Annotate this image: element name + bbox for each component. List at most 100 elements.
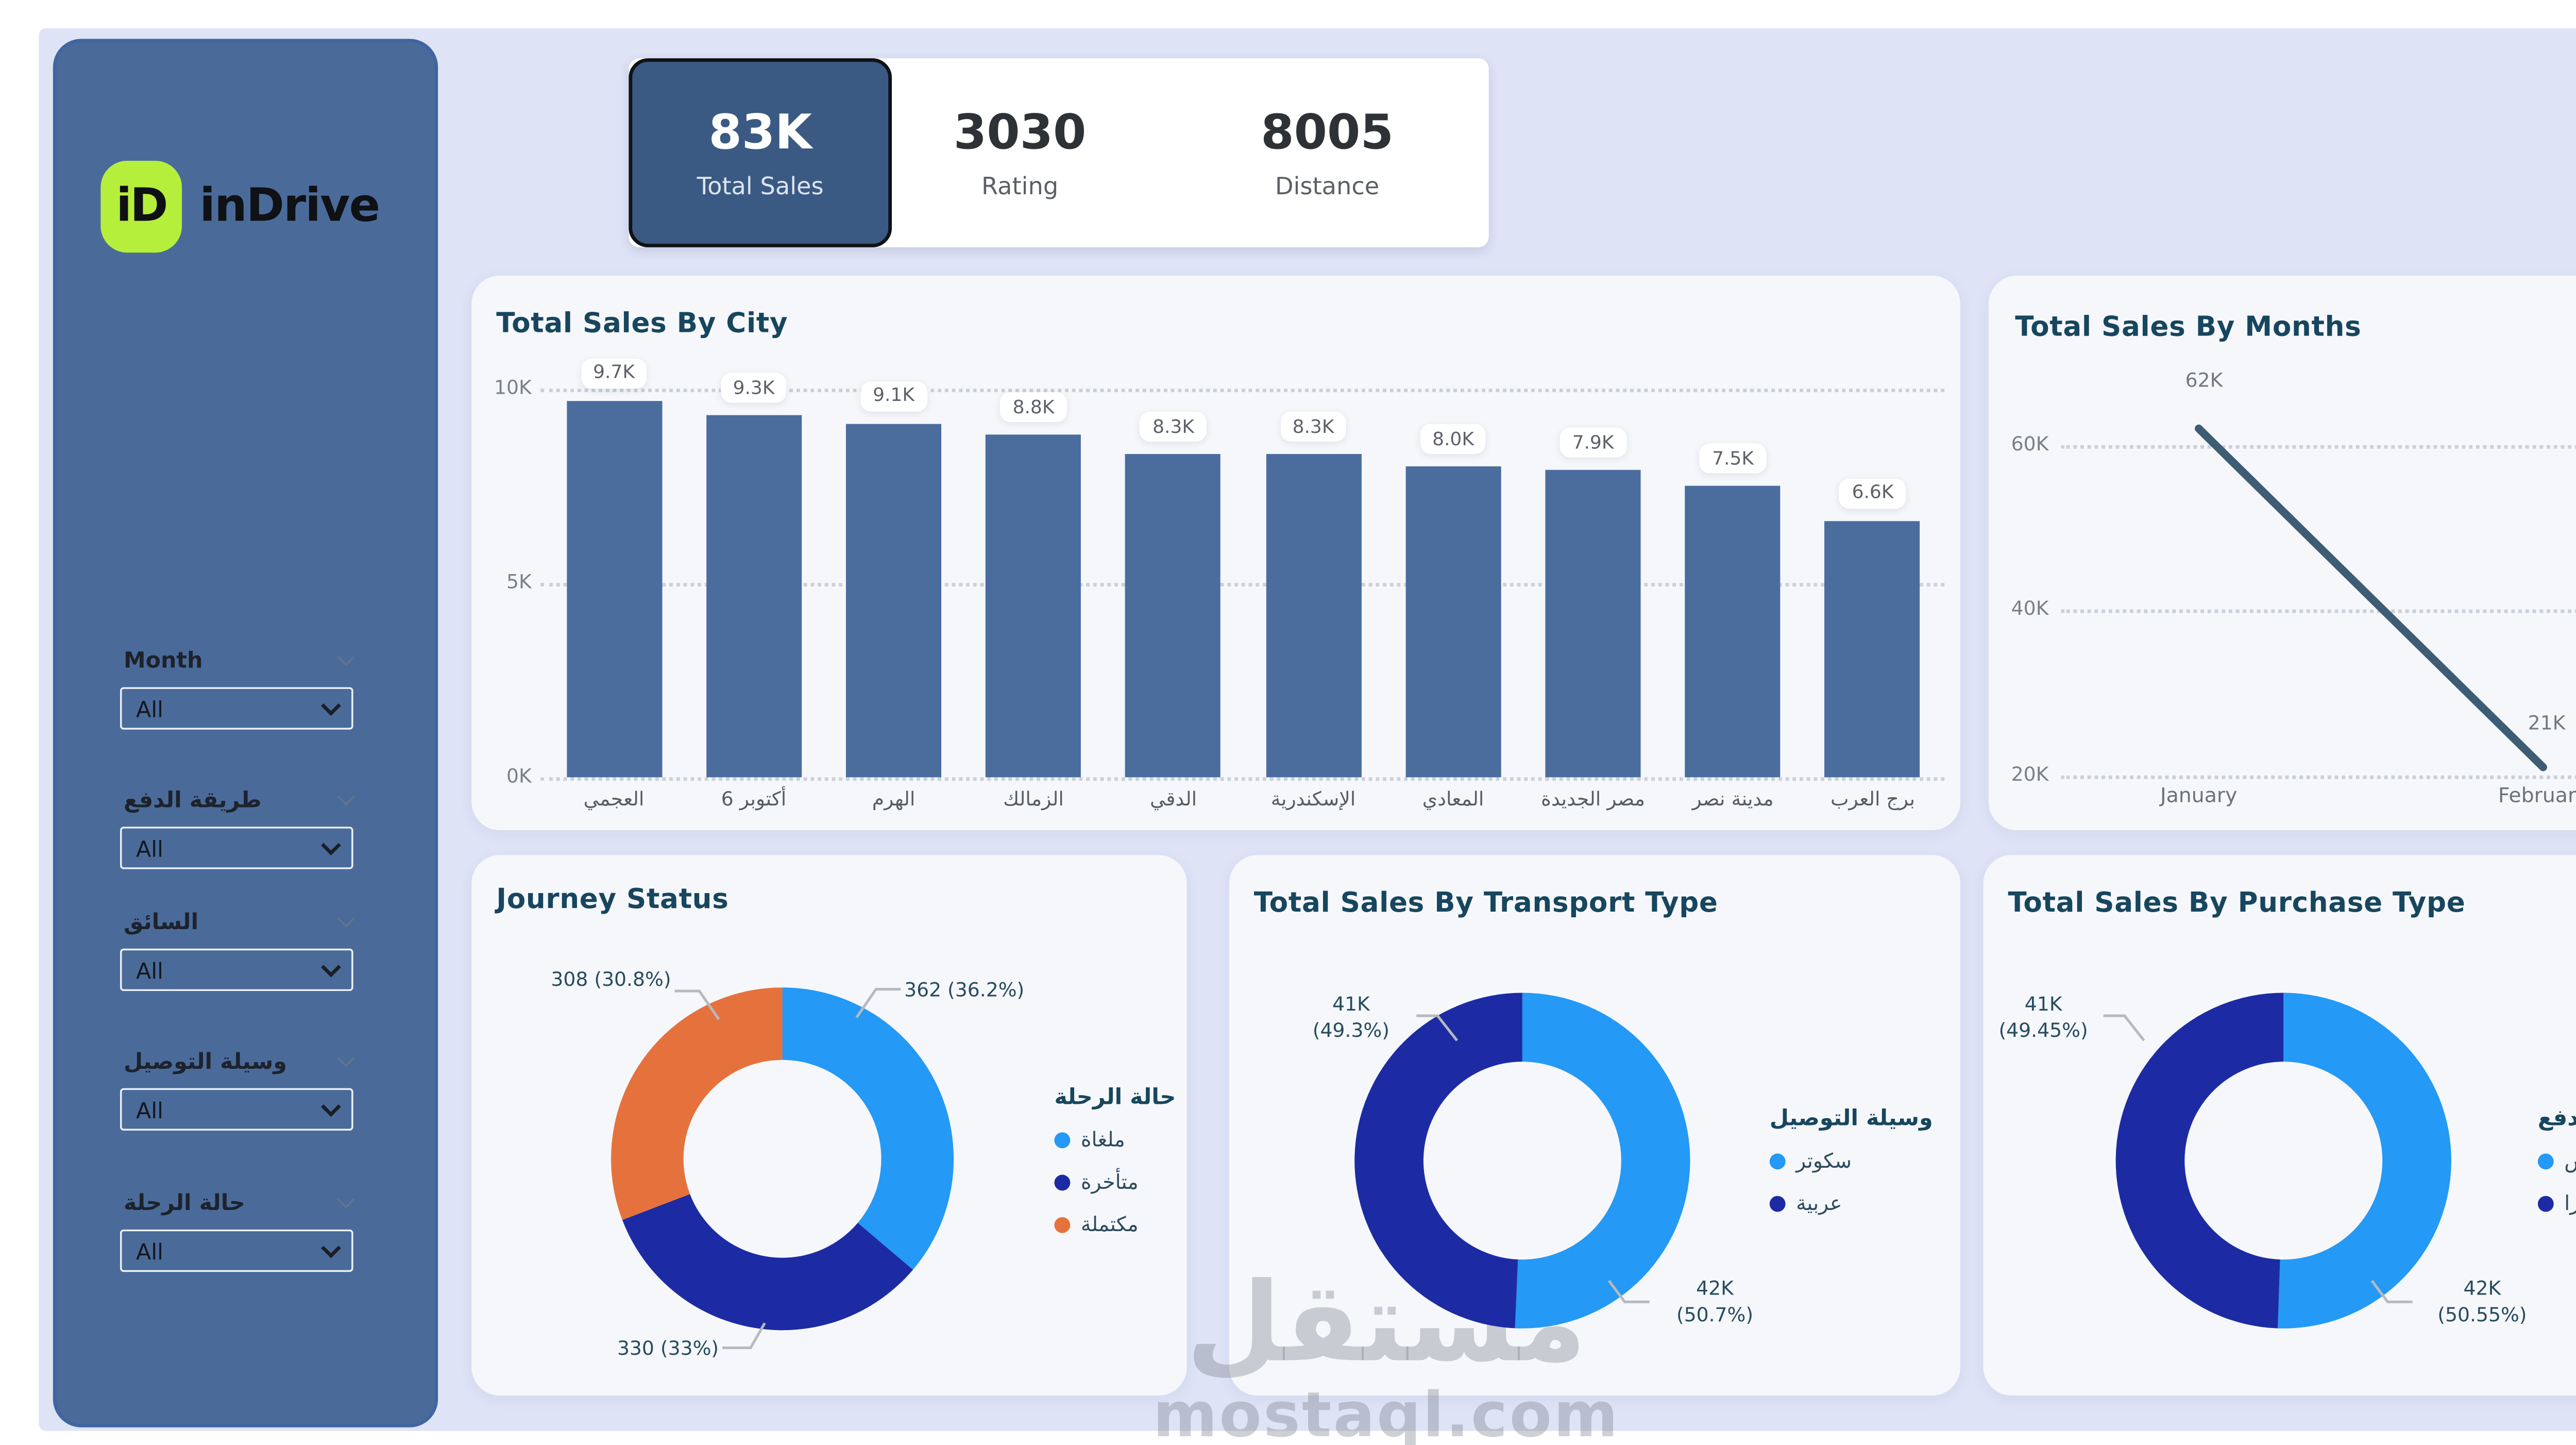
sales-trend-line[interactable] — [2195, 424, 2547, 771]
chevron-down-icon[interactable] — [337, 1049, 355, 1067]
chevron-down-icon[interactable] — [337, 910, 355, 928]
gridline — [540, 777, 1945, 781]
y-axis-label: 20K — [2011, 763, 2049, 786]
card-sales-by-purchase-type: Total Sales By Purchase Type 41K (49.45%… — [1983, 855, 2576, 1396]
y-axis-label: 5K — [506, 570, 532, 594]
bar-9[interactable] — [1825, 520, 1921, 778]
filter-select-0[interactable]: All — [120, 687, 353, 730]
chevron-down-icon[interactable] — [337, 648, 355, 666]
bar-7[interactable] — [1545, 470, 1641, 778]
kpi-rating[interactable]: 3030 Rating — [874, 58, 1166, 247]
bar-value-label: 7.9K — [1560, 428, 1626, 458]
gridline — [2061, 609, 2576, 613]
legend-dot — [1054, 1216, 1071, 1232]
slice-label: 330 (33%) — [617, 1337, 719, 1360]
legend-item[interactable]: عربية — [1769, 1190, 1933, 1216]
legend-label: عربية — [1796, 1190, 1842, 1216]
slice-label: 42K (50.55%) — [2437, 1277, 2527, 1327]
donut-slice-2[interactable] — [611, 987, 783, 1220]
kpi-total-sales[interactable]: 83K Total Sales — [629, 58, 892, 247]
bar-slot: 7.9K — [1523, 389, 1663, 778]
donut-slice-1[interactable] — [1354, 993, 1522, 1329]
card-total-sales-by-months: Total Sales By Months 60K 40K 20K 62K 21… — [1988, 275, 2576, 831]
y-axis-label: 40K — [2011, 597, 2049, 620]
legend-dot — [1769, 1195, 1786, 1211]
transport-type-legend: وسيلة التوصيل سكوتر عربية — [1769, 1104, 1933, 1216]
bar-category-label: المعادي — [1422, 787, 1484, 811]
bar-value-label: 9.7K — [581, 358, 647, 388]
donut-slice-0[interactable] — [782, 987, 954, 1270]
legend-label: فيزا — [2564, 1190, 2576, 1216]
gridline — [2061, 775, 2576, 779]
legend-item[interactable]: سكوتر — [1769, 1148, 1933, 1173]
kpi-label: Distance — [1275, 172, 1380, 201]
filter-select-3[interactable]: All — [120, 1088, 353, 1131]
bar-0[interactable] — [566, 400, 662, 778]
kpi-label: Rating — [981, 172, 1059, 201]
bar-slot: 9.7K — [544, 358, 684, 778]
legend-dot — [2537, 1152, 2554, 1169]
filter-label: السائق — [123, 908, 199, 935]
donut-slice-1[interactable] — [2115, 993, 2284, 1329]
filter-label: Month — [123, 646, 203, 674]
donut-slice-0[interactable] — [2278, 993, 2451, 1329]
bar-category-label: العجمي — [583, 787, 645, 811]
kpi-distance[interactable]: 8005 Distance — [1165, 58, 1488, 247]
indrive-logo-icon: iD — [100, 160, 182, 253]
bar-slot: 8.3K — [1104, 389, 1244, 778]
bar-1[interactable] — [706, 415, 802, 778]
legend-item[interactable]: مكتملة — [1054, 1212, 1176, 1237]
filter-label: وسيلة التوصيل — [123, 1047, 287, 1074]
bar-3[interactable] — [986, 435, 1081, 778]
bar-2[interactable] — [845, 424, 942, 778]
bar-value-label: 7.5K — [1700, 443, 1766, 474]
legend-item[interactable]: متأخرة — [1054, 1169, 1176, 1194]
slice-label: 308 (30.8%) — [551, 968, 671, 992]
filter-select-2[interactable]: All — [120, 948, 353, 992]
line-chart[interactable] — [2031, 335, 2576, 795]
chevron-down-icon — [321, 835, 341, 855]
legend-dot — [2537, 1195, 2554, 1211]
donut-slice-1[interactable] — [622, 1194, 913, 1331]
purchase-type-donut — [2115, 993, 2451, 1329]
bar-slot: 8.0K — [1383, 389, 1523, 778]
bar-4[interactable] — [1125, 455, 1222, 778]
bar-slot: 9.3K — [684, 373, 824, 778]
bar-5[interactable] — [1265, 455, 1361, 778]
kpi-strip: 83K Total Sales 3030 Rating 8005 Distanc… — [629, 58, 1489, 247]
gridline — [540, 583, 1945, 587]
bar-category-label: برج العرب — [1830, 787, 1916, 811]
bar-category-label: الإسكندرية — [1270, 787, 1356, 811]
bar-8[interactable] — [1685, 485, 1781, 778]
legend-label: كاش — [2564, 1148, 2576, 1173]
filter-selected-value: All — [135, 1096, 164, 1123]
brand-logo: iD inDrive — [100, 160, 380, 253]
kpi-value: 8005 — [1261, 105, 1394, 160]
y-axis-label: 10K — [494, 376, 532, 399]
filter-select-4[interactable]: All — [120, 1229, 353, 1272]
bar-value-label: 9.1K — [860, 381, 927, 412]
card-total-sales-by-city: Total Sales By City 10K 5K 0K 9.7K 9.3K 9.… — [471, 275, 1960, 831]
filter-selected-value: All — [135, 695, 164, 722]
chart-title: Total Sales By City — [496, 307, 788, 340]
filter-select-1[interactable]: All — [120, 827, 353, 869]
bar-category-label: أكتوبر 6 — [721, 787, 787, 811]
card-journey-status: Journey Status 362 (36.2%) 308 (30.8%) 3… — [471, 855, 1187, 1396]
donut-slice-0[interactable] — [1515, 993, 1690, 1329]
bar-6[interactable] — [1405, 466, 1501, 778]
legend-item[interactable]: فيزا — [2537, 1190, 2576, 1216]
bar-category-label: الهرم — [872, 787, 916, 811]
bar-value-label: 8.3K — [1140, 412, 1207, 443]
x-axis-label: January — [2160, 782, 2238, 808]
chevron-down-icon[interactable] — [337, 1190, 355, 1208]
slice-label: 42K (50.7%) — [1676, 1277, 1754, 1327]
legend-item[interactable]: كاش — [2537, 1148, 2576, 1173]
bar-slot: 6.6K — [1803, 389, 1943, 778]
filter-selected-value: All — [135, 1237, 164, 1264]
bar-value-label: 9.3K — [720, 373, 787, 404]
legend-item[interactable]: ملغاة — [1054, 1127, 1176, 1152]
chevron-down-icon[interactable] — [337, 788, 355, 806]
journey-status-legend: حالة الرحلة ملغاة متأخرة مكتملة — [1054, 1083, 1176, 1237]
legend-title: حالة الرحلة — [1054, 1083, 1176, 1110]
